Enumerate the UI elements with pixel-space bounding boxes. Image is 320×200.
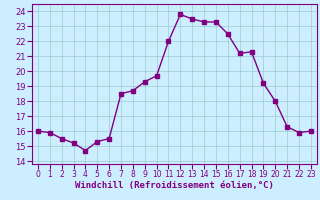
X-axis label: Windchill (Refroidissement éolien,°C): Windchill (Refroidissement éolien,°C) <box>75 181 274 190</box>
